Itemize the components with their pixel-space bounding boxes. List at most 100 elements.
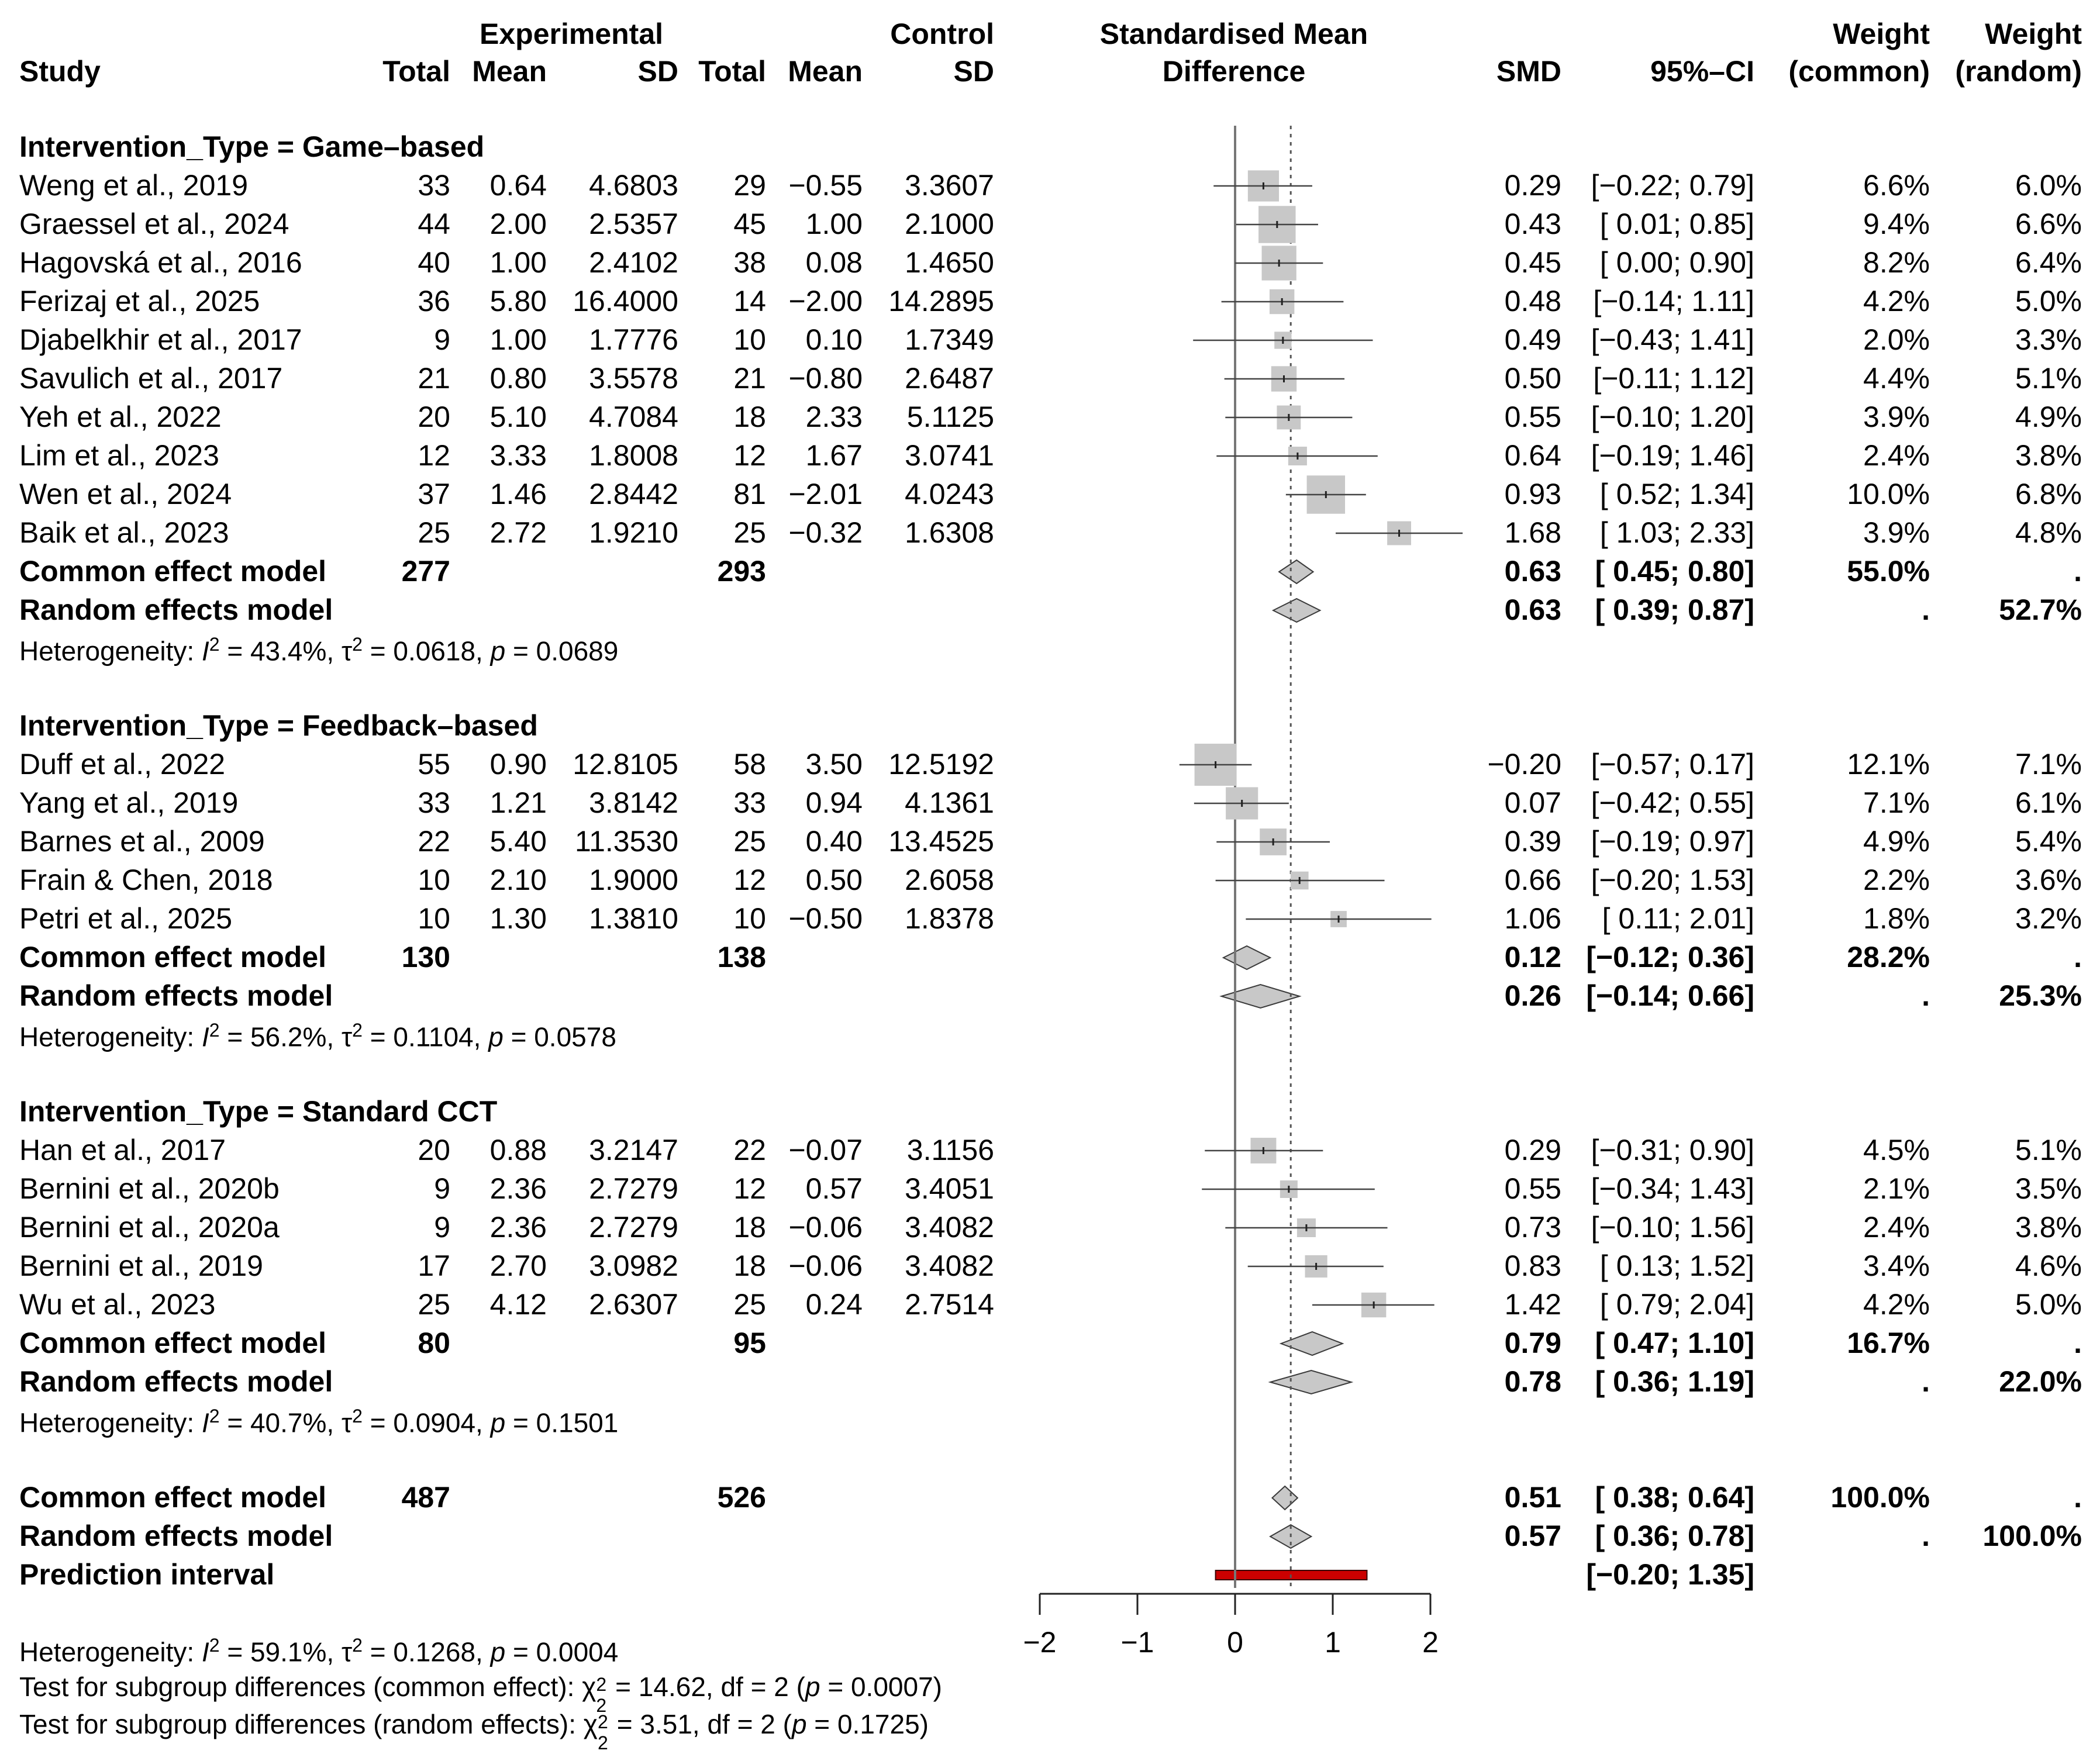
ctrl-total: 12: [733, 864, 766, 896]
exp-total: 9: [434, 1211, 450, 1244]
weight-common: 4.2%: [1863, 1288, 1930, 1321]
het-part: I: [201, 1636, 209, 1667]
exp-sd: 11.3530: [574, 825, 678, 858]
het-part: I: [201, 1407, 209, 1438]
study-name: Lim et al., 2023: [19, 439, 219, 472]
smd-value: 1.06: [1504, 902, 1561, 935]
common-effect-diamond: [1278, 559, 1315, 585]
random-effects-label: Random effects model: [19, 1520, 333, 1552]
exp-total: 25: [418, 516, 450, 549]
exp-sd: 1.7776: [589, 323, 678, 356]
het-part: = 0.1501: [505, 1407, 619, 1438]
smd-value: 0.73: [1504, 1211, 1561, 1244]
exp-mean: 0.64: [489, 169, 547, 202]
het-part: Heterogeneity:: [19, 1636, 202, 1667]
header-e-mean: Mean: [472, 55, 547, 88]
x-axis-tick-label: −2: [1023, 1626, 1056, 1659]
test-part: χ: [582, 1672, 596, 1702]
exp-total: 33: [418, 169, 450, 202]
exp-mean: 1.00: [489, 323, 547, 356]
weight-random: 3.3%: [2015, 323, 2082, 356]
smd-value: 0.50: [1504, 362, 1561, 395]
exp-sd: 3.0982: [589, 1249, 678, 1282]
exp-total: 12: [418, 439, 450, 472]
ctrl-mean: −0.06: [788, 1249, 863, 1282]
test-part: Test for subgroup differences (common ef…: [19, 1672, 582, 1702]
het-part: Heterogeneity:: [19, 1021, 202, 1052]
weight-common: 2.0%: [1863, 323, 1930, 356]
study-name: Hagovská et al., 2016: [19, 246, 302, 279]
header-ci: 95%–CI: [1650, 55, 1754, 88]
smd-value: 0.66: [1504, 864, 1561, 896]
x-axis-tick-label: 1: [1325, 1626, 1341, 1659]
exp-mean: 5.40: [489, 825, 547, 858]
weight-common: 8.2%: [1863, 246, 1930, 279]
het-part: = 0.0618,: [362, 636, 491, 667]
weight-common-summary: 16.7%: [1847, 1327, 1930, 1359]
ctrl-total: 25: [733, 516, 766, 549]
ctrl-sd: 4.1361: [905, 786, 994, 819]
random-effects-diamond: [1271, 598, 1322, 623]
ctrl-sd: 3.4082: [905, 1249, 994, 1282]
chi-sub: 2: [596, 1695, 607, 1716]
study-name: Barnes et al., 2009: [19, 825, 265, 858]
exp-total: 10: [418, 864, 450, 896]
weight-common: 2.4%: [1863, 1211, 1930, 1244]
ctrl-total: 18: [733, 400, 766, 433]
ctrl-total: 33: [733, 786, 766, 819]
exp-total: 10: [418, 902, 450, 935]
ci-value: [ 0.13; 1.52]: [1599, 1249, 1754, 1282]
ctrl-sd: 1.4650: [905, 246, 994, 279]
ci-summary: [ 0.38; 0.64]: [1595, 1481, 1754, 1514]
ctrl-total: 12: [733, 1172, 766, 1205]
het-part: 2: [352, 634, 363, 655]
weight-common: 1.8%: [1863, 902, 1930, 935]
exp-mean: 5.10: [489, 400, 547, 433]
ctrl-mean: 3.50: [805, 748, 863, 781]
subgroup-label: Intervention_Type = Game–based: [19, 130, 485, 163]
ctrl-total: 25: [733, 825, 766, 858]
exp-sd: 2.7279: [589, 1172, 678, 1205]
study-name: Han et al., 2017: [19, 1134, 226, 1166]
weight-random: 5.0%: [2015, 1288, 2082, 1321]
chi-sup: 2: [596, 1674, 607, 1695]
ctrl-sd: 1.7349: [905, 323, 994, 356]
het-part: p: [488, 1021, 504, 1052]
random-effects-label: Random effects model: [19, 1365, 333, 1398]
weight-common-summary: 28.2%: [1847, 941, 1930, 973]
exp-total: 9: [434, 1172, 450, 1205]
weight-common: 4.4%: [1863, 362, 1930, 395]
weight-random-summary: .: [2074, 555, 2082, 588]
ctrl-mean: 2.33: [805, 400, 863, 433]
exp-sd: 1.8008: [589, 439, 678, 472]
weight-random: 3.2%: [2015, 902, 2082, 935]
exp-total: 40: [418, 246, 450, 279]
smd-value: 0.43: [1504, 208, 1561, 240]
header-control: Control: [890, 18, 994, 50]
ctrl-sd: 13.4525: [888, 825, 994, 858]
ctrl-mean: −0.50: [788, 902, 863, 935]
ctrl-sd: 2.6487: [905, 362, 994, 395]
ctrl-total: 81: [733, 478, 766, 510]
header-smd-line2: Difference: [1162, 55, 1306, 88]
ci-summary: [ 0.39; 0.87]: [1595, 593, 1754, 626]
exp-total: 33: [418, 786, 450, 819]
common-effect-label: Common effect model: [19, 941, 327, 973]
smd-value: 0.45: [1504, 246, 1561, 279]
exp-mean: 3.33: [489, 439, 547, 472]
het-part: p: [490, 1636, 506, 1667]
exp-mean: 4.12: [489, 1288, 547, 1321]
study-name: Ferizaj et al., 2025: [19, 285, 260, 317]
weight-common: 7.1%: [1863, 786, 1930, 819]
subgroup-heterogeneity: Heterogeneity: I2 = 56.2%, τ2 = 0.1104, …: [19, 1021, 616, 1050]
header-c-sd: SD: [953, 55, 994, 88]
ctrl-total: 29: [733, 169, 766, 202]
weight-random: 5.4%: [2015, 825, 2082, 858]
common-effect-label: Common effect model: [19, 1327, 327, 1359]
smd-value: 0.83: [1504, 1249, 1561, 1282]
exp-total: 55: [418, 748, 450, 781]
ctrl-mean: 0.94: [805, 786, 863, 819]
weight-common: 9.4%: [1863, 208, 1930, 240]
